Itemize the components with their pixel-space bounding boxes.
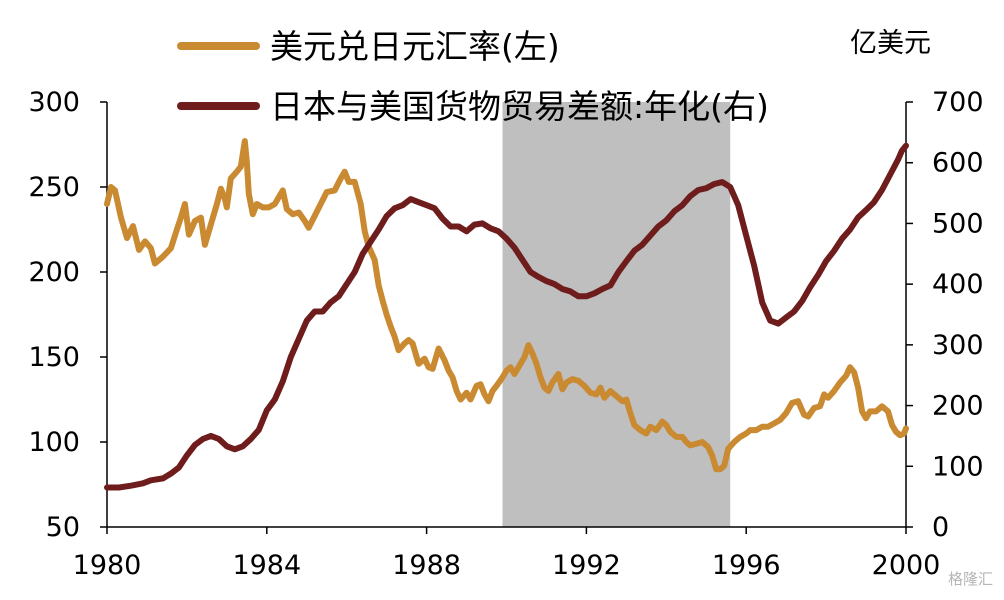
x-tick-label: 1992 xyxy=(552,550,621,581)
left-tick-label: 250 xyxy=(28,172,80,203)
series-layer xyxy=(104,138,909,491)
right-tick-label: 500 xyxy=(932,208,984,239)
watermark: 格隆汇 xyxy=(948,570,993,588)
left-tick-label: 100 xyxy=(28,427,80,458)
left-tick-label: 150 xyxy=(28,342,80,373)
legend-label-1: 美元兑日元汇率(左) xyxy=(270,27,560,66)
x-tick-label: 1996 xyxy=(712,550,781,581)
left-tick-label: 200 xyxy=(28,257,80,288)
x-tick-label: 1984 xyxy=(232,550,301,581)
x-tick-label: 1988 xyxy=(392,550,461,581)
series-line-1 xyxy=(104,138,909,473)
right-tick-label: 100 xyxy=(932,451,984,482)
legend: 美元兑日元汇率(左) 日本与美国货物贸易差额:年化(右) xyxy=(177,27,769,126)
right-tick-label: 700 xyxy=(932,87,984,118)
shaded-region-layer xyxy=(502,102,731,527)
right-tick-label: 400 xyxy=(932,269,984,300)
right-tick-label: 200 xyxy=(932,391,984,422)
right-tick-label: 600 xyxy=(932,148,984,179)
x-tick-label: 1980 xyxy=(73,550,142,581)
axes-layer: 300 250 200 150 100 50 700 600 500 400 300 200 100 0 1… xyxy=(28,87,983,581)
series-line-2 xyxy=(104,142,909,491)
right-tick-label: 0 xyxy=(932,512,949,543)
left-tick-label: 50 xyxy=(46,512,80,543)
left-tick-label: 300 xyxy=(28,87,80,118)
legend-label-2: 日本与美国货物贸易差额:年化(右) xyxy=(270,87,769,126)
shaded-region xyxy=(502,102,731,527)
right-tick-label: 300 xyxy=(932,330,984,361)
right-axis-unit-label: 亿美元 xyxy=(850,28,931,59)
x-tick-label: 2000 xyxy=(872,550,941,581)
